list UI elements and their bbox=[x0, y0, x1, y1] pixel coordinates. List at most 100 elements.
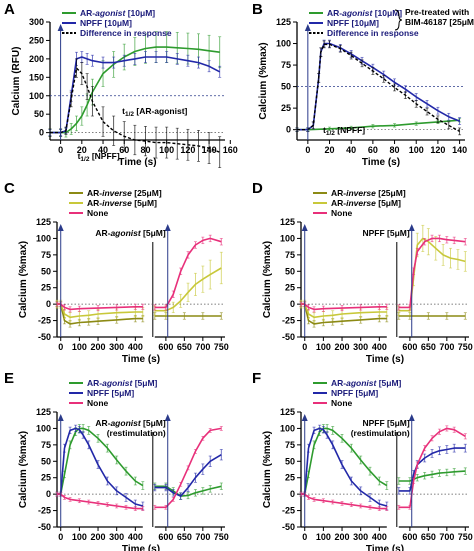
y-tick-label: 25 bbox=[281, 103, 291, 113]
y-tick-label: 75 bbox=[285, 440, 295, 450]
panel-label: E bbox=[4, 370, 14, 387]
y-tick-label: 125 bbox=[276, 17, 291, 27]
series-pink bbox=[55, 426, 223, 511]
second-stimulus-label: AR-agonist [5μM] bbox=[95, 228, 166, 238]
y-tick-label: -50 bbox=[38, 522, 51, 532]
panel-label: A bbox=[4, 1, 15, 18]
y-tick-label: 25 bbox=[41, 473, 51, 483]
y-tick-label: 50 bbox=[281, 82, 291, 92]
y-tick-label: 100 bbox=[36, 233, 51, 243]
x-tick-label: 200 bbox=[335, 342, 350, 352]
x-tick-label: 600 bbox=[158, 532, 173, 542]
x-tick-label: 300 bbox=[109, 532, 124, 542]
legend-entry: AR-inverse [5μM] bbox=[331, 198, 401, 208]
y-tick-label: -50 bbox=[282, 522, 295, 532]
legend-brace bbox=[394, 9, 403, 31]
series-olive bbox=[299, 301, 467, 328]
legend-entry: AR-inverse [5μM] bbox=[87, 198, 157, 208]
x-tick-label: 750 bbox=[214, 532, 229, 542]
pretreatment-note: Pre-treated with bbox=[405, 7, 469, 17]
x-tick-label: 300 bbox=[353, 532, 368, 542]
x-tick-label: 600 bbox=[402, 532, 417, 542]
series-pink bbox=[299, 234, 467, 313]
stimulus-arrow-head bbox=[301, 224, 308, 231]
y-tick-label: 25 bbox=[285, 473, 295, 483]
series-line bbox=[154, 485, 222, 497]
y-tick-label: 75 bbox=[41, 440, 51, 450]
y-tick-label: 100 bbox=[29, 91, 44, 101]
y-tick-label: -25 bbox=[38, 506, 51, 516]
y-tick-label: 300 bbox=[29, 17, 44, 27]
series-line bbox=[57, 427, 144, 507]
x-tick-label: 100 bbox=[72, 532, 87, 542]
panel-label: D bbox=[252, 180, 263, 197]
series-line bbox=[50, 46, 220, 134]
y-axis-label: Calcium (%max) bbox=[18, 241, 29, 318]
series-pink bbox=[299, 425, 467, 511]
legend-entry: AR-agonist [5μM] bbox=[87, 378, 158, 388]
series-line bbox=[301, 303, 387, 311]
y-axis-label: Calcium (%max) bbox=[18, 431, 29, 508]
legend-entry: AR-inverse [25μM] bbox=[331, 188, 406, 198]
x-tick-label: 650 bbox=[177, 342, 192, 352]
legend-entry: None bbox=[331, 398, 353, 408]
y-tick-label: 100 bbox=[276, 39, 291, 49]
legend-entry: NPFF [10μM] bbox=[327, 18, 379, 28]
legend-entry: AR-inverse [25μM] bbox=[87, 188, 162, 198]
series-line bbox=[154, 267, 222, 312]
y-tick-label: 100 bbox=[280, 423, 295, 433]
second-stimulus-arrow-head bbox=[408, 414, 415, 421]
x-tick-label: 650 bbox=[177, 532, 192, 542]
y-tick-label: 100 bbox=[36, 423, 51, 433]
y-tick-label: 125 bbox=[36, 217, 51, 227]
half-time-annotation: t1/2 [NPFF] bbox=[78, 151, 120, 163]
y-tick-label: -25 bbox=[38, 316, 51, 326]
x-tick-label: 200 bbox=[91, 532, 106, 542]
x-tick-label: 700 bbox=[439, 532, 454, 542]
y-tick-label: 200 bbox=[29, 54, 44, 64]
series-green bbox=[48, 31, 222, 138]
y-tick-label: 0 bbox=[46, 299, 51, 309]
series-line bbox=[301, 427, 388, 495]
y-tick-label: 0 bbox=[290, 299, 295, 309]
x-tick-label: 60 bbox=[368, 145, 378, 155]
second-stimulus-arrow-head bbox=[164, 224, 171, 231]
x-axis-label: Time (s) bbox=[122, 354, 160, 365]
y-tick-label: 75 bbox=[281, 60, 291, 70]
series-blue bbox=[55, 424, 223, 511]
x-tick-label: 100 bbox=[316, 342, 331, 352]
series-line bbox=[154, 454, 222, 497]
x-tick-label: 100 bbox=[72, 342, 87, 352]
legend-entry: None bbox=[331, 208, 353, 218]
x-tick-label: 200 bbox=[91, 342, 106, 352]
series-line bbox=[50, 56, 221, 134]
half-time-annotation: t1/2 [NPFF] bbox=[323, 125, 365, 137]
y-tick-label: 50 bbox=[34, 109, 44, 119]
y-tick-label: 100 bbox=[280, 233, 295, 243]
y-tick-label: 25 bbox=[285, 283, 295, 293]
x-tick-label: 700 bbox=[195, 342, 210, 352]
y-tick-label: 50 bbox=[41, 456, 51, 466]
x-tick-label: 40 bbox=[346, 145, 356, 155]
series-line bbox=[398, 237, 466, 309]
y-tick-label: 0 bbox=[39, 128, 44, 138]
series-line bbox=[301, 493, 387, 510]
x-tick-label: 700 bbox=[439, 342, 454, 352]
stimulus-arrow-head bbox=[301, 414, 308, 421]
series-black bbox=[48, 58, 222, 169]
stimulus-arrow-head bbox=[57, 224, 64, 231]
y-axis-label: Calcium (%max) bbox=[262, 431, 273, 508]
x-axis-label: Time (s) bbox=[366, 544, 404, 551]
series-line bbox=[301, 303, 387, 325]
legend-entry: Difference in response bbox=[80, 28, 172, 38]
series-line bbox=[297, 43, 460, 133]
x-axis-label: Time (s) bbox=[122, 544, 160, 551]
y-tick-label: 0 bbox=[46, 489, 51, 499]
y-tick-label: 75 bbox=[285, 250, 295, 260]
x-tick-label: 600 bbox=[158, 342, 173, 352]
second-stimulus-label: NPFF [5μM] bbox=[362, 418, 409, 428]
x-tick-label: 750 bbox=[214, 342, 229, 352]
